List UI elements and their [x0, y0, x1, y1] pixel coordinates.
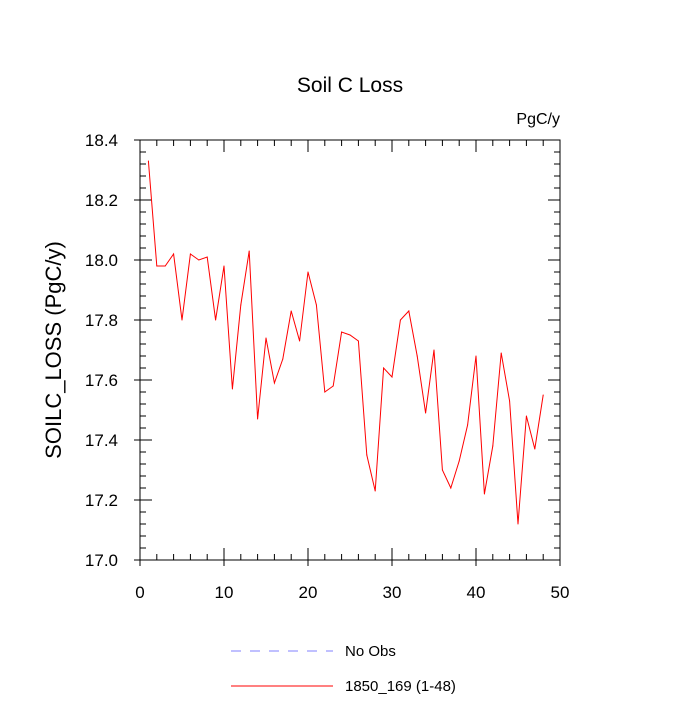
data-point	[399, 319, 401, 321]
data-point	[525, 415, 527, 417]
data-point	[349, 334, 351, 336]
y-tick-label: 18.0	[85, 251, 118, 270]
data-point	[198, 259, 200, 261]
data-point	[273, 382, 275, 384]
data-point	[391, 376, 393, 378]
y-tick-label: 18.2	[85, 191, 118, 210]
data-point	[542, 394, 544, 396]
tick-labels: 0 10 20 30 40 50 17.0 17.2 17.4 17.6 17.8 18.0 18.2 1…	[85, 131, 570, 602]
data-point	[517, 523, 519, 525]
x-tick-label: 0	[135, 583, 144, 602]
y-axis-label: SOILC_LOSS (PgC/y)	[41, 241, 66, 459]
data-point	[181, 319, 183, 321]
x-tick-label: 50	[551, 583, 570, 602]
series-line	[147, 160, 544, 525]
y-tick-label: 17.6	[85, 371, 118, 390]
data-point	[467, 424, 469, 426]
y-tick-label: 18.4	[85, 131, 118, 150]
data-point	[500, 352, 502, 354]
series-layer	[147, 160, 544, 525]
legend-item: No Obs	[231, 643, 396, 660]
x-tick-label: 40	[467, 583, 486, 602]
data-point	[441, 469, 443, 471]
data-point	[509, 400, 511, 402]
data-point	[534, 448, 536, 450]
data-point	[156, 265, 158, 267]
data-point	[458, 460, 460, 462]
data-point	[282, 358, 284, 360]
data-point	[290, 310, 292, 312]
data-point	[223, 265, 225, 267]
data-point	[332, 385, 334, 387]
data-point	[408, 310, 410, 312]
data-point	[164, 265, 166, 267]
data-point	[240, 304, 242, 306]
plot-frame	[139, 139, 561, 561]
series-path	[147, 160, 544, 525]
data-point	[265, 337, 267, 339]
data-point	[433, 349, 435, 351]
data-point	[475, 355, 477, 357]
data-point	[315, 304, 317, 306]
data-point	[357, 340, 359, 342]
data-point	[257, 418, 259, 420]
data-point	[341, 331, 343, 333]
y-tick-label: 17.2	[85, 491, 118, 510]
units-label: PgC/y	[516, 111, 560, 128]
legend: No Obs 1850_169 (1-48)	[231, 643, 456, 695]
y-tick-label: 17.8	[85, 311, 118, 330]
data-point	[450, 487, 452, 489]
data-point	[383, 367, 385, 369]
data-point	[492, 445, 494, 447]
x-tick-label: 10	[215, 583, 234, 602]
legend-item: 1850_169 (1-48)	[231, 678, 456, 695]
data-point	[173, 253, 175, 255]
data-point	[483, 493, 485, 495]
x-tick-label: 20	[299, 583, 318, 602]
data-point	[374, 490, 376, 492]
data-point	[366, 454, 368, 456]
data-point	[147, 160, 149, 162]
chart-title: Soil C Loss	[297, 74, 403, 97]
legend-label: 1850_169 (1-48)	[345, 678, 456, 695]
axis-ticks	[134, 139, 561, 566]
legend-label: No Obs	[345, 643, 396, 660]
data-point	[231, 388, 233, 390]
data-point	[189, 253, 191, 255]
data-point	[307, 271, 309, 273]
data-point	[425, 412, 427, 414]
data-point	[248, 250, 250, 252]
data-point	[206, 256, 208, 258]
data-point	[215, 319, 217, 321]
y-tick-label: 17.0	[85, 551, 118, 570]
data-point	[416, 355, 418, 357]
data-point	[299, 340, 301, 342]
x-tick-label: 30	[383, 583, 402, 602]
data-point	[324, 391, 326, 393]
y-tick-label: 17.4	[85, 431, 118, 450]
